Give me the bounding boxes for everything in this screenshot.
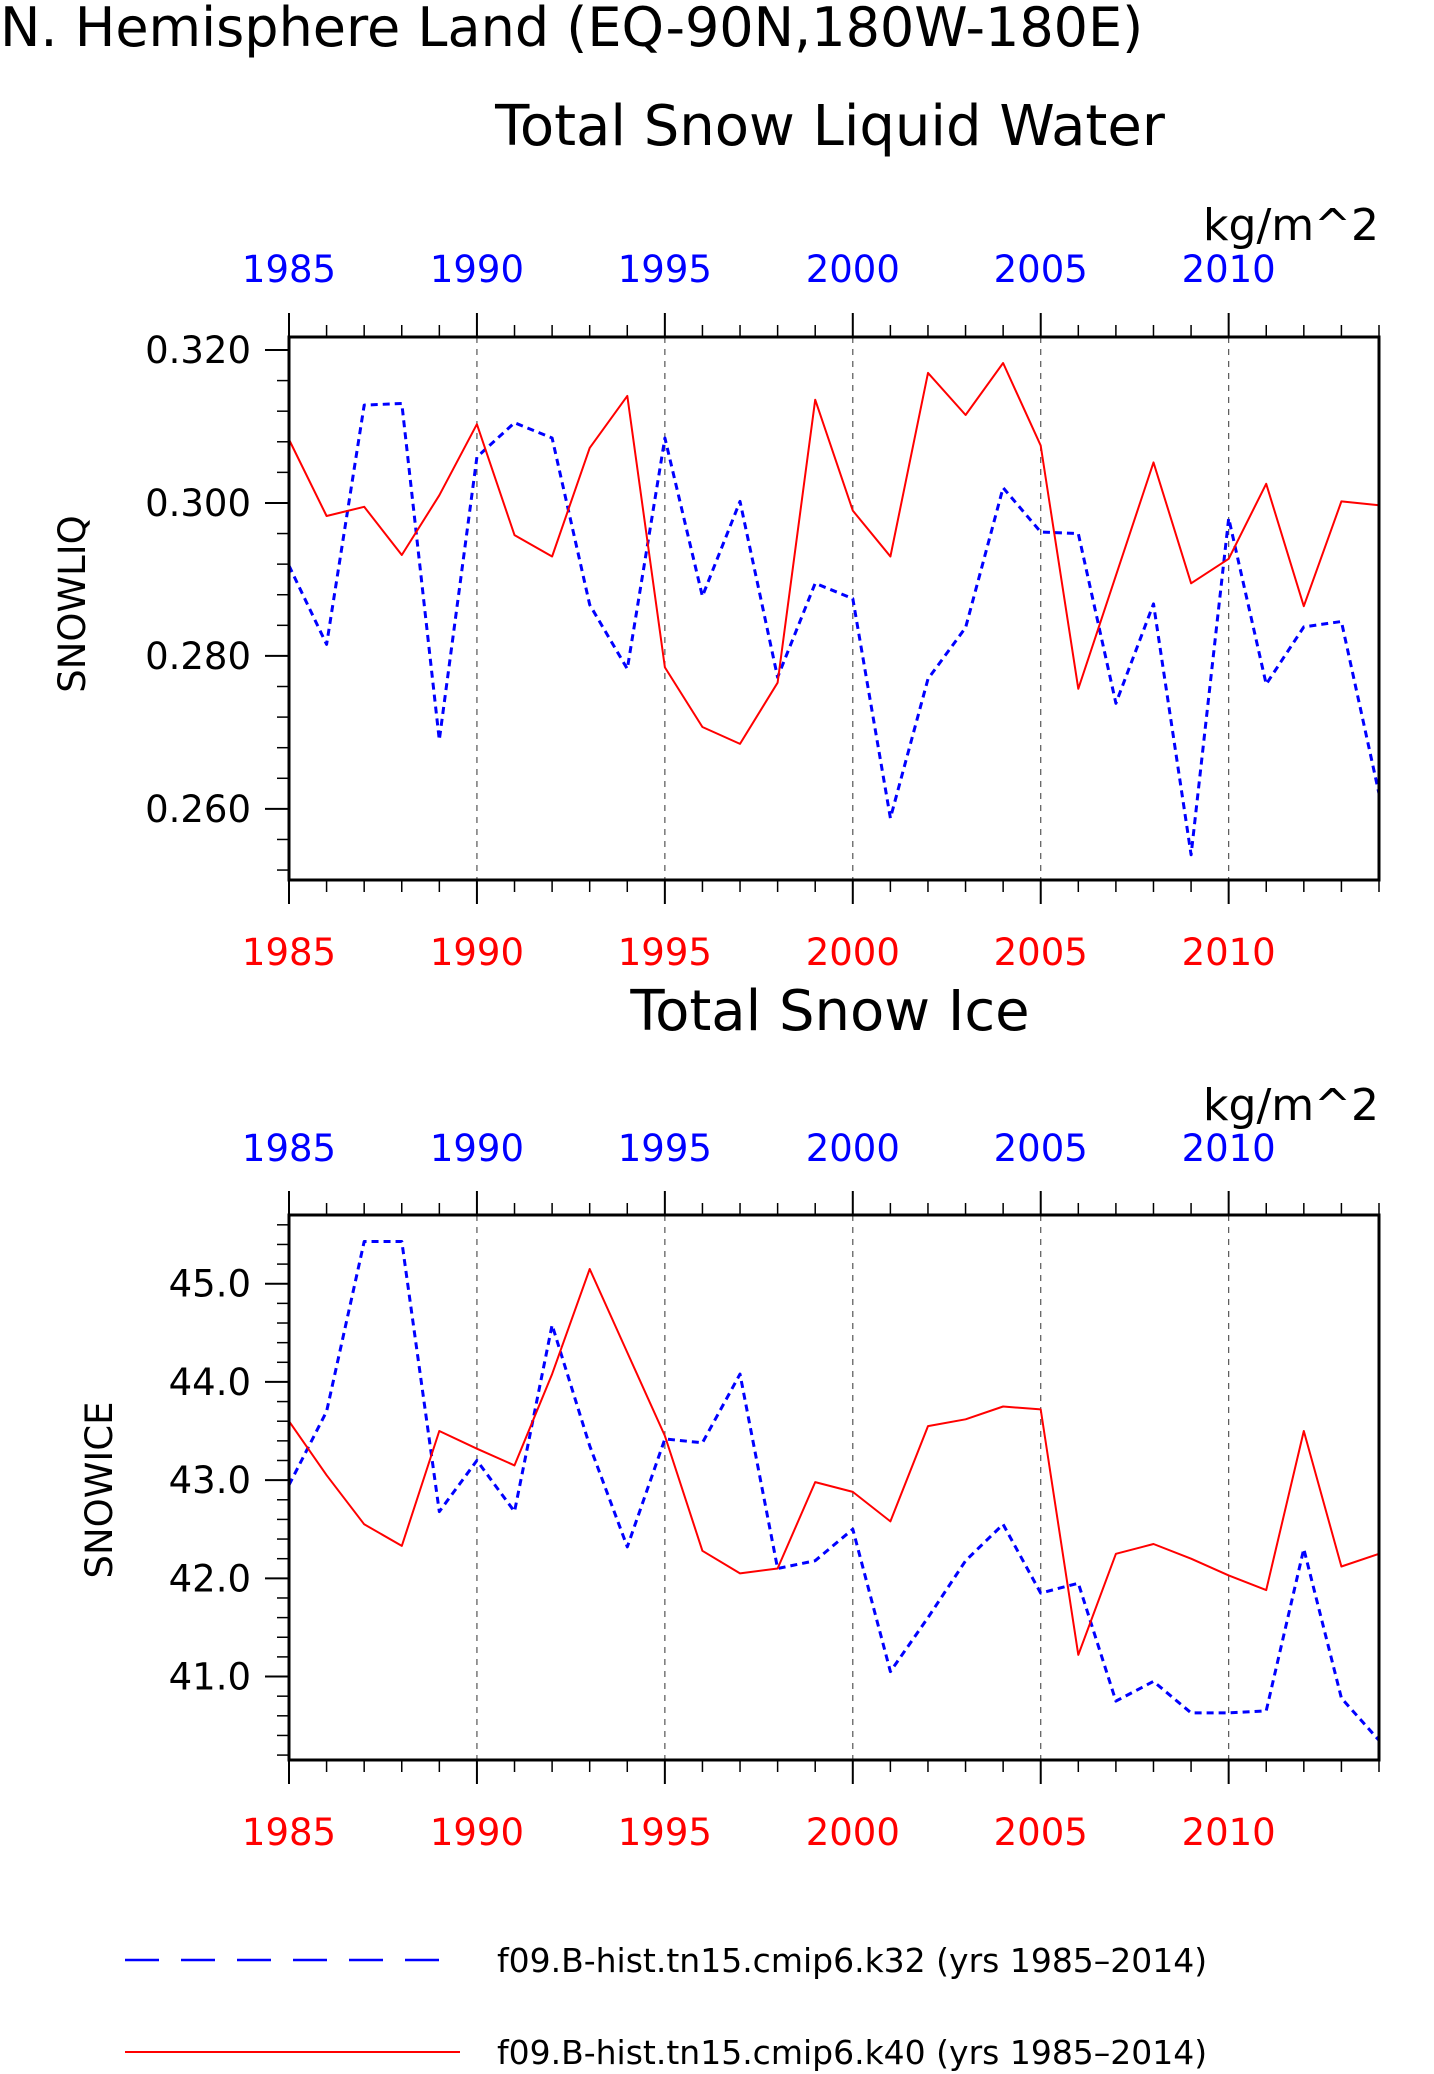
y-axis-label: SNOWICE: [78, 1402, 121, 1579]
x-tick-label-bottom: 2005: [994, 931, 1088, 974]
series-k40-line: [288, 362, 1380, 745]
x-tick-label-top: 1985: [242, 1127, 336, 1170]
series-k32-line: [287, 402, 1381, 857]
x-tick-label-bottom: 2000: [806, 1811, 900, 1854]
legend: f09.B-hist.tn15.cmip6.k32 (yrs 1985–2014…: [125, 1941, 1207, 2072]
x-tick-label-top: 2010: [1182, 1127, 1276, 1170]
y-tick-label: 0.300: [145, 482, 251, 525]
x-tick-label-bottom: 2000: [806, 931, 900, 974]
x-tick-label-top: 2000: [806, 248, 900, 291]
x-tick-label-top: 1995: [618, 1127, 712, 1170]
units-label: kg/m^2: [1203, 200, 1379, 251]
x-tick-label-top: 1995: [618, 248, 712, 291]
plot-frame: [287, 1213, 1381, 1762]
x-tick-label-bottom: 1985: [242, 1811, 336, 1854]
legend-label-k40: f09.B-hist.tn15.cmip6.k40 (yrs 1985–2014…: [497, 2033, 1207, 2072]
panel-snowice: Total Snow Ice kg/m^2 SNOWICE 1985 1985 19…: [78, 979, 1381, 1854]
series-k32-line: [287, 1240, 1381, 1742]
x-tick-label-top: 1990: [430, 1127, 524, 1170]
x-tick-label-top: 2005: [994, 248, 1088, 291]
y-axis-label: SNOWLIQ: [51, 515, 94, 693]
x-tick-label-top: 1985: [242, 248, 336, 291]
y-tick-label: 0.280: [145, 635, 251, 678]
y-tick-label: 44.0: [169, 1361, 251, 1404]
y-tick-label: 0.260: [145, 788, 251, 831]
y-tick-label: 0.320: [145, 329, 251, 372]
x-tick-label-bottom: 1990: [430, 1811, 524, 1854]
y-tick-label: 45.0: [169, 1263, 251, 1306]
units-label: kg/m^2: [1203, 1080, 1379, 1131]
x-tick-label-bottom: 1995: [618, 931, 712, 974]
x-tick-label-top: 2010: [1182, 248, 1276, 291]
x-tick-label-bottom: 1990: [430, 931, 524, 974]
y-tick-label: 42.0: [169, 1557, 251, 1600]
x-tick-label-bottom: 2010: [1182, 1811, 1276, 1854]
x-tick-label-top: 2000: [806, 1127, 900, 1170]
y-tick-label: 43.0: [169, 1459, 251, 1502]
x-tick-label-top: 2005: [994, 1127, 1088, 1170]
x-tick-label-bottom: 1995: [618, 1811, 712, 1854]
series-k40-line: [288, 1268, 1380, 1656]
legend-label-k32: f09.B-hist.tn15.cmip6.k32 (yrs 1985–2014…: [497, 1941, 1207, 1980]
x-tick-label-bottom: 2010: [1182, 931, 1276, 974]
x-tick-label-bottom: 2005: [994, 1811, 1088, 1854]
y-tick-label: 41.0: [169, 1656, 251, 1699]
plot-frame: [287, 335, 1381, 882]
main-title: N. Hemisphere Land (EQ-90N,180W-180E): [0, 0, 1143, 59]
panel-title: Total Snow Ice: [629, 979, 1029, 1044]
panel-snowliq: Total Snow Liquid Water kg/m^2 SNOWLIQ 1…: [51, 94, 1381, 974]
x-tick-label-bottom: 1985: [242, 931, 336, 974]
panel-title: Total Snow Liquid Water: [494, 94, 1166, 159]
x-tick-label-top: 1990: [430, 248, 524, 291]
